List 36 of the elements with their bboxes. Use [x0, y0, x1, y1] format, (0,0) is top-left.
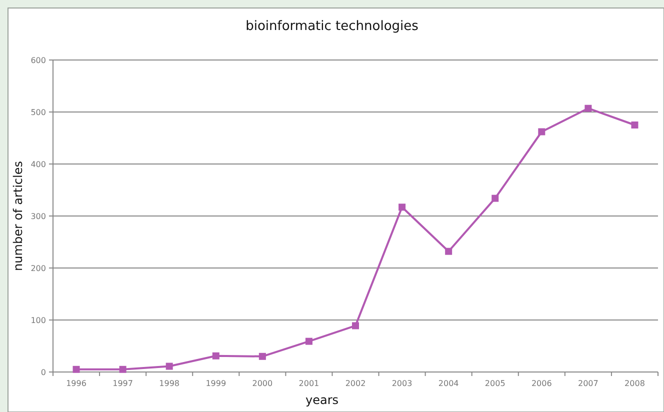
- x-tick-label: 2005: [484, 379, 506, 388]
- point: [631, 122, 638, 128]
- y-tick-label: 200: [30, 264, 46, 273]
- x-tick-label: 1997: [112, 379, 133, 388]
- y-tick-label: 400: [30, 160, 46, 169]
- x-tick-label: 2004: [438, 379, 459, 388]
- point: [584, 104, 592, 112]
- point: [119, 366, 126, 373]
- x-tick-label: 2001: [298, 379, 320, 388]
- x-tick-label: 2000: [252, 379, 273, 388]
- y-tick-label: 300: [30, 212, 46, 221]
- x-tick-label: 1998: [159, 379, 180, 388]
- point: [538, 128, 546, 136]
- x-tick-label: 2002: [345, 379, 366, 388]
- x-tick-label: 2007: [578, 379, 598, 388]
- x-tick-label: 2003: [392, 379, 412, 388]
- point: [352, 322, 359, 330]
- point: [166, 362, 173, 370]
- x-tick-label: 2006: [531, 379, 552, 388]
- point: [445, 248, 452, 255]
- point: [72, 366, 80, 373]
- y-tick-label: 0: [40, 368, 46, 377]
- x-tick-label: 1999: [206, 379, 226, 388]
- point: [492, 194, 499, 202]
- y-tick-label: 600: [30, 56, 46, 65]
- point: [398, 204, 406, 211]
- point: [212, 352, 220, 360]
- point: [258, 352, 266, 360]
- point: [305, 338, 312, 345]
- chart-title: bioinformatic technologies: [246, 19, 419, 34]
- y-tick-label: 500: [30, 108, 46, 117]
- y-axis-title: number of articles: [11, 161, 25, 271]
- x-axis-title: years: [305, 393, 339, 407]
- x-tick-label: 1996: [66, 379, 86, 388]
- y-tick-label: 100: [30, 316, 46, 325]
- x-tick-label: 2008: [624, 379, 645, 388]
